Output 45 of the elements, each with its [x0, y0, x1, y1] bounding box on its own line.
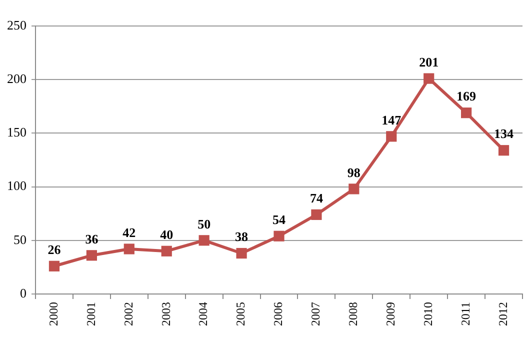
data-label: 98: [347, 164, 361, 180]
y-tick-label: 200: [7, 71, 26, 86]
point: [311, 209, 322, 220]
point: [236, 248, 247, 259]
y-tick-label: 150: [7, 124, 26, 140]
data-label: 147: [382, 112, 402, 128]
x-tick-label: 2002: [121, 302, 136, 326]
x-tick-label: 2000: [46, 302, 60, 326]
data-label: 36: [85, 231, 99, 246]
data-label: 74: [310, 190, 324, 206]
data-label: 42: [122, 224, 136, 240]
x-tick-label: 2001: [84, 302, 98, 326]
point: [198, 235, 210, 246]
point: [424, 73, 434, 84]
x-tick-label: 2006: [271, 302, 286, 326]
point: [348, 184, 360, 194]
point: [461, 108, 472, 118]
y-tick-label: 100: [7, 178, 26, 194]
x-tick-label: 2012: [496, 302, 510, 326]
data-label: 26: [48, 242, 62, 257]
data-label: 54: [272, 212, 286, 227]
point: [124, 244, 134, 254]
data-label: 50: [198, 216, 211, 232]
y-tick-label: 50: [14, 232, 26, 247]
point: [86, 250, 97, 261]
data-label: 201: [419, 54, 439, 70]
point: [48, 260, 60, 272]
point: [161, 246, 172, 256]
x-tick-label: 2011: [458, 302, 472, 326]
x-tick-label: 2010: [421, 302, 435, 326]
x-tick-label: 2004: [196, 302, 210, 326]
point: [386, 131, 397, 142]
data-label: 40: [160, 226, 174, 242]
x-tick-label: 2007: [308, 302, 323, 326]
data-label: 38: [235, 229, 249, 244]
point: [274, 230, 284, 242]
data-label: 134: [494, 126, 514, 142]
x-tick-label: 2009: [384, 302, 398, 326]
data-label: 169: [456, 88, 477, 104]
point: [498, 145, 510, 156]
x-tick-label: 2008: [346, 302, 360, 326]
y-tick-label: 0: [20, 285, 26, 300]
y-tick-label: 250: [7, 17, 26, 32]
x-tick-label: 2003: [158, 302, 173, 326]
x-tick-label: 2005: [234, 302, 248, 326]
